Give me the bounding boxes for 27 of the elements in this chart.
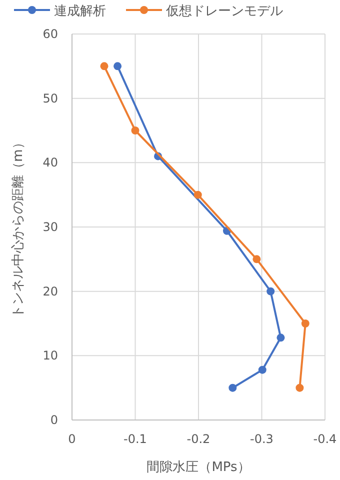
point [194, 190, 202, 199]
point [296, 384, 304, 392]
point [228, 384, 237, 392]
y-tick-label: 50 [42, 91, 58, 106]
y-tick-label: 20 [42, 284, 58, 298]
y-tick-label: 10 [42, 348, 58, 363]
x-tick-label: -0.3 [250, 432, 274, 446]
point [114, 62, 122, 70]
point [100, 62, 108, 70]
y-axis-title: トンネル中心からの距離（m） [10, 136, 26, 318]
legend-label: 連成解析 [54, 4, 106, 19]
point [258, 366, 266, 374]
point [131, 126, 140, 134]
y-tick-label: 0 [50, 413, 58, 427]
x-tick-label: 0 [68, 432, 76, 446]
x-tick-label: -0.1 [124, 432, 147, 446]
point [252, 255, 261, 264]
point [301, 320, 310, 328]
legend-label: 仮想ドレーンモデル [165, 4, 283, 19]
x-tick-label: -0.2 [186, 432, 210, 446]
y-tick-label: 40 [42, 156, 58, 170]
x-axis-title: 間隙水圧（MPs） [146, 460, 250, 475]
y-tick-label: 30 [42, 220, 58, 234]
y-tick-label: 60 [42, 27, 58, 41]
point [276, 334, 285, 342]
point [266, 287, 275, 296]
x-tick-label: -0.4 [313, 432, 337, 446]
